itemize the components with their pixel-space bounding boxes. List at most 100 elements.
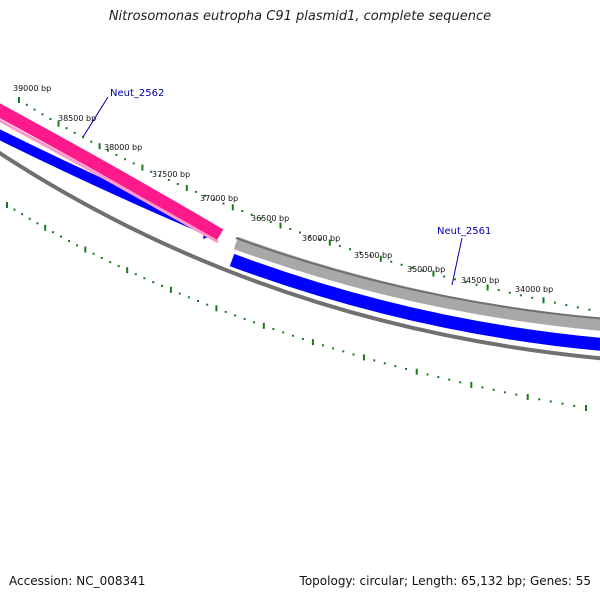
outer-tick-mark <box>475 283 478 286</box>
map-title: Nitrosomonas eutropha C91 plasmid1, comp… <box>108 9 492 24</box>
outer-tick-mark <box>565 304 568 307</box>
outer-tick-mark <box>185 185 188 191</box>
inner-tick-mark <box>282 331 285 334</box>
forward-gene-neut-2562[interactable] <box>0 100 224 241</box>
outer-tick-mark <box>25 103 28 106</box>
outer-tick-mark <box>359 251 362 254</box>
inner-tick-mark <box>13 208 16 211</box>
inner-tick-mark <box>76 244 79 247</box>
scale-label: 38000 bp <box>104 143 142 152</box>
inner-tick-mark <box>549 400 552 403</box>
scale-label: 34500 bp <box>461 276 499 285</box>
outer-tick-mark <box>33 108 36 111</box>
inner-tick-mark <box>6 202 8 208</box>
scale-labels: 39000 bp 38500 bp 38000 bp 37500 bp 37000 bp… <box>13 84 553 294</box>
inner-tick-mark <box>272 328 275 331</box>
outer-tick-mark <box>453 278 456 281</box>
outer-tick-mark <box>241 210 244 212</box>
gene-pointer-neut-2561 <box>451 237 463 286</box>
inner-tick-mark <box>187 296 190 299</box>
inner-tick-mark <box>561 402 564 405</box>
outer-tick-mark <box>531 296 534 299</box>
outer-tick-mark <box>279 222 282 229</box>
outer-tick-mark <box>115 153 118 156</box>
inner-tick-mark <box>152 281 155 284</box>
outer-tick-mark <box>65 127 68 130</box>
inner-tick-mark <box>28 217 31 220</box>
outer-tick-mark <box>73 131 76 134</box>
outer-tick-mark <box>318 238 321 241</box>
outer-tick-mark <box>260 217 263 220</box>
outer-tick-mark <box>269 220 272 223</box>
outer-tick-mark <box>299 231 301 234</box>
outer-tick-mark <box>18 97 20 103</box>
inner-tick-mark <box>52 231 55 234</box>
outer-tick-mark <box>141 164 144 171</box>
forward-gene-neut-2561[interactable] <box>233 236 600 331</box>
inner-tick-mark <box>224 310 227 313</box>
scale-label: 34000 bp <box>515 285 553 294</box>
inner-tick-mark <box>21 213 24 216</box>
outer-tick-mark <box>231 204 234 211</box>
inner-tick-mark <box>332 347 335 350</box>
scale-label: 35500 bp <box>354 251 392 260</box>
outer-tick-mark <box>400 263 403 266</box>
scale-label: 37000 bp <box>200 194 238 203</box>
inner-tick-mark <box>243 317 246 320</box>
inner-tick-mark <box>585 405 587 411</box>
inner-tick-mark <box>84 246 87 253</box>
outer-tick-ring <box>18 97 591 311</box>
outer-tick-mark <box>167 179 170 181</box>
inner-tick-mark <box>178 292 181 295</box>
outer-tick-mark <box>328 239 331 246</box>
forward-gene-neut-2562-highlight <box>0 119 219 244</box>
inner-tick-mark <box>92 252 95 255</box>
gene-label-neut-2562[interactable]: Neut_2562 <box>110 88 164 99</box>
inner-tick-mark <box>215 305 218 312</box>
inner-tick-mark <box>573 404 576 407</box>
outer-tick-mark <box>176 183 179 185</box>
outer-tick-mark <box>349 248 351 251</box>
backbone-arc <box>0 150 600 361</box>
scale-label: 35000 bp <box>407 265 445 274</box>
outer-tick-mark <box>49 118 52 120</box>
inner-tick-mark <box>253 321 256 324</box>
outer-tick-mark <box>390 260 393 263</box>
inner-tick-mark <box>68 240 71 242</box>
outer-tick-mark <box>432 270 435 277</box>
outer-tick-mark <box>421 269 424 272</box>
summary-text: Topology: circular; Length: 65,132 bp; G… <box>299 574 591 588</box>
inner-tick-mark <box>352 353 355 356</box>
outer-tick-mark <box>508 291 511 294</box>
scale-label: 36000 bp <box>302 234 340 243</box>
outer-tick-mark <box>443 275 446 278</box>
scale-label: 38500 bp <box>58 114 96 123</box>
outer-tick-mark <box>124 158 127 161</box>
inner-tick-mark <box>301 337 304 340</box>
inner-tick-mark <box>405 367 407 370</box>
outer-tick-mark <box>57 120 60 127</box>
inner-tick-mark <box>526 394 529 400</box>
outer-tick-mark <box>250 213 253 216</box>
scale-label: 36500 bp <box>251 214 289 223</box>
inner-tick-mark <box>362 354 365 361</box>
inner-tick-mark <box>206 303 209 306</box>
outer-tick-mark <box>576 306 579 309</box>
outer-tick-mark <box>289 228 292 230</box>
outer-tick-mark <box>588 308 591 311</box>
inner-tick-mark <box>109 261 112 264</box>
accession-text: Accession: NC_008341 <box>9 574 146 588</box>
outer-tick-mark <box>542 297 545 304</box>
inner-tick-mark <box>161 284 163 287</box>
outer-tick-mark <box>379 255 382 262</box>
inner-tick-mark <box>169 286 172 293</box>
outer-tick-mark <box>158 174 161 177</box>
reverse-gene-right[interactable] <box>229 253 600 351</box>
gene-label-neut-2561[interactable]: Neut_2561 <box>437 226 491 237</box>
inner-tick-mark <box>503 391 506 394</box>
inner-tick-mark <box>197 300 199 302</box>
outer-tick-mark <box>90 140 93 143</box>
scale-label: 37500 bp <box>152 170 190 179</box>
outer-tick-mark <box>369 254 372 257</box>
